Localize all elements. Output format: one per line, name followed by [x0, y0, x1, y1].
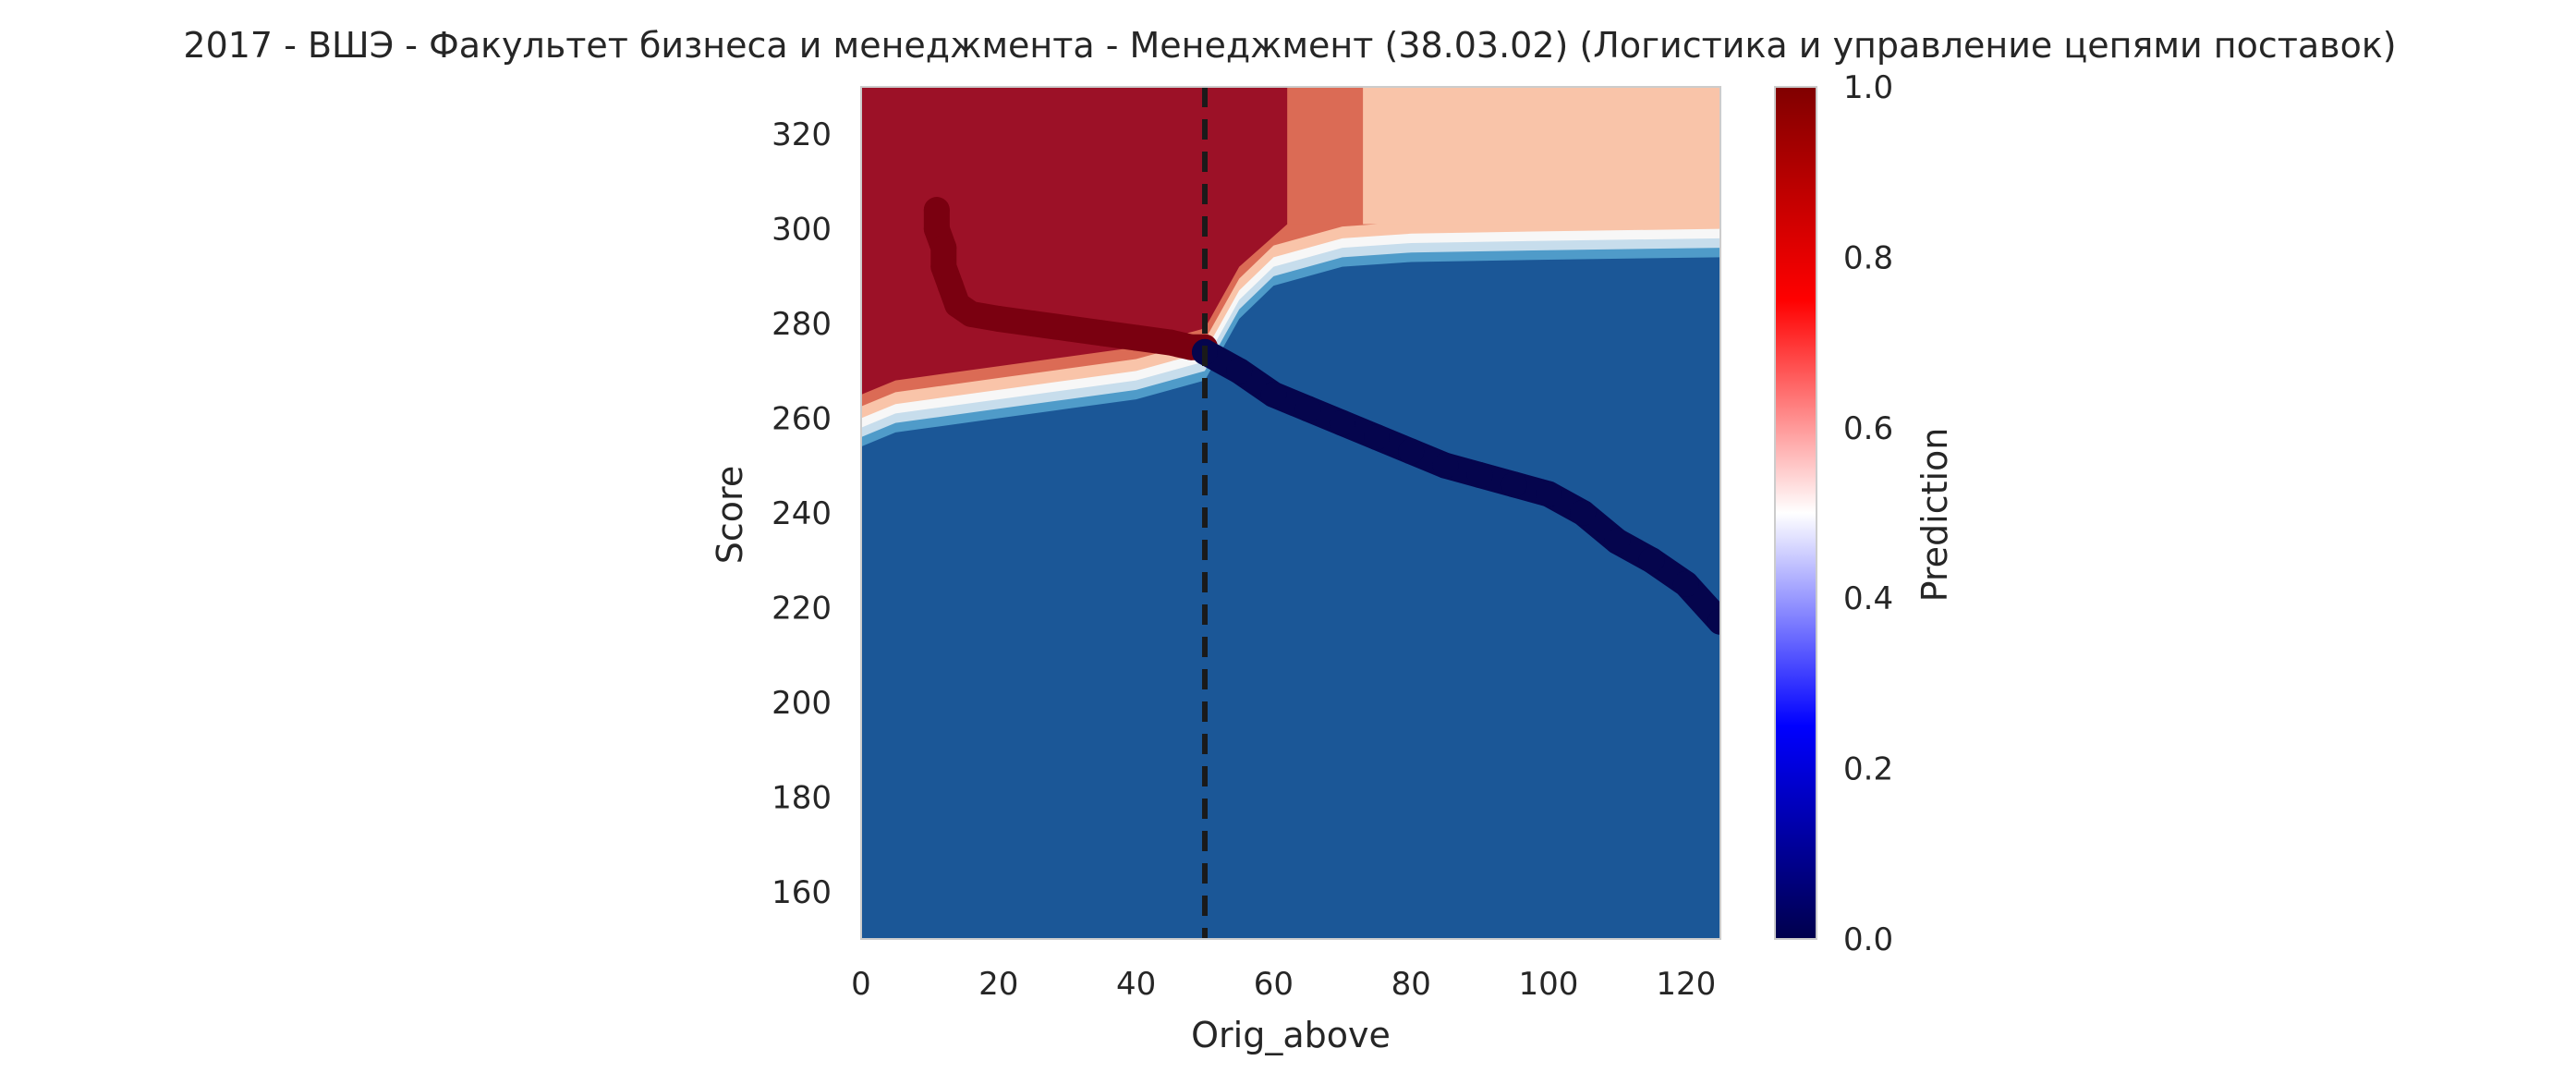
x-tick-label: 80 — [1391, 966, 1431, 1003]
colorbar-tick-label: 0.0 — [1843, 921, 1893, 958]
series-0-point — [985, 305, 1012, 332]
x-tick-label: 100 — [1519, 966, 1579, 1003]
series-1-point — [1536, 481, 1561, 507]
series-layer — [923, 197, 1720, 635]
series-1-point — [1707, 608, 1720, 635]
series-1-point — [1672, 570, 1699, 597]
prediction-regions — [861, 87, 1720, 939]
y-tick-label: 220 — [772, 590, 832, 627]
series-1-point — [1432, 452, 1459, 479]
y-tick-label: 280 — [772, 306, 832, 343]
series-0-point — [1020, 311, 1046, 337]
series-1-point — [1604, 528, 1631, 555]
series-0-point — [930, 235, 957, 262]
chart-title: 2017 - ВШЭ - Факультет бизнеса и менеджм… — [183, 25, 2396, 66]
series-1-point — [1570, 500, 1597, 526]
series-0-point — [1157, 329, 1184, 356]
series-0-point — [1088, 320, 1115, 347]
colorbar-tick-label: 0.6 — [1843, 410, 1893, 447]
region-upper-light — [1363, 87, 1720, 225]
x-axis-ticks: 0 20 40 60 80 100 120 — [851, 966, 1716, 1003]
colorbar-gradient — [1774, 86, 1817, 940]
plot-frame — [860, 86, 1721, 940]
y-tick-label: 240 — [772, 495, 832, 532]
colorbar-ticks: 0.0 0.2 0.4 0.6 0.8 1.0 — [1843, 69, 1893, 958]
series-1-point — [1398, 438, 1425, 465]
y-tick-label: 200 — [772, 685, 832, 722]
y-tick-label: 180 — [772, 779, 832, 816]
y-axis-label: Score — [710, 466, 750, 564]
series-1-trail — [1192, 338, 1720, 635]
series-1-point — [1226, 358, 1253, 384]
series-1-point — [1294, 396, 1321, 422]
series-1-point — [1638, 547, 1665, 574]
series-1-point — [1466, 462, 1493, 489]
series-1-point — [1501, 471, 1527, 498]
y-tick-label: 300 — [772, 212, 832, 249]
region-upper-mid — [1287, 87, 1364, 225]
y-tick-label: 160 — [772, 874, 832, 911]
series-0 — [923, 197, 1218, 360]
series-0-point — [1054, 315, 1081, 342]
x-tick-label: 120 — [1656, 966, 1716, 1003]
x-tick-label: 0 — [851, 966, 871, 1003]
x-axis-label: Orig_above — [1191, 1015, 1391, 1055]
y-axis-ticks: 160 180 200 220 240 260 280 300 320 — [772, 116, 832, 911]
colorbar: 0.0 0.2 0.4 0.6 0.8 1.0 Prediction — [1774, 69, 1955, 958]
series-0-point — [1123, 324, 1149, 351]
x-tick-label: 20 — [978, 966, 1018, 1003]
series-1-point — [1260, 381, 1287, 408]
series-1-point — [1329, 409, 1355, 436]
series-1 — [1192, 338, 1720, 635]
series-0-point — [923, 197, 950, 224]
series-1-point — [1364, 424, 1390, 451]
colorbar-label: Prediction — [1914, 428, 1955, 603]
colorbar-tick-label: 1.0 — [1843, 69, 1893, 106]
y-tick-label: 260 — [772, 401, 832, 438]
y-tick-label: 320 — [772, 116, 832, 153]
series-0-point — [958, 300, 985, 327]
plot-area — [861, 87, 1720, 939]
x-tick-label: 40 — [1116, 966, 1156, 1003]
colorbar-tick-label: 0.4 — [1843, 580, 1893, 617]
colorbar-tick-label: 0.2 — [1843, 751, 1893, 788]
colorbar-tick-label: 0.8 — [1843, 239, 1893, 276]
x-tick-label: 60 — [1254, 966, 1294, 1003]
